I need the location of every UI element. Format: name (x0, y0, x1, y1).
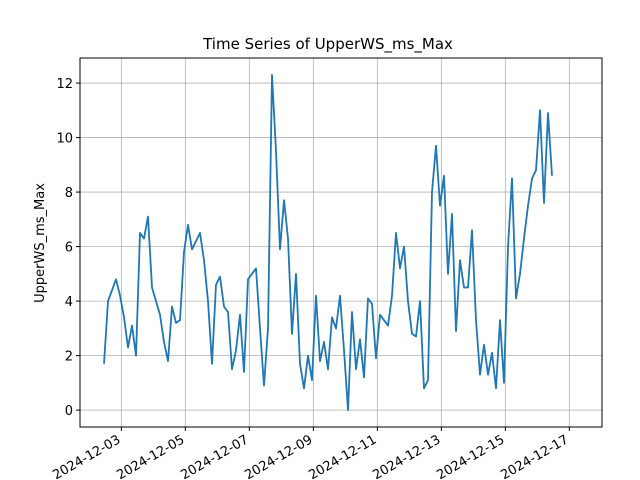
x-tick-label: 2024-12-05 (114, 432, 187, 480)
x-tick-label: 2024-12-03 (50, 432, 123, 480)
x-tick-label: 2024-12-13 (370, 432, 443, 480)
x-tick-label: 2024-12-11 (306, 432, 379, 480)
y-tick-label: 10 (56, 132, 73, 147)
x-tick-label: 2024-12-17 (498, 432, 571, 480)
x-tick-label: 2024-12-09 (242, 432, 315, 480)
x-tick-label: 2024-12-15 (434, 432, 507, 480)
y-tick-label: 2 (65, 350, 73, 365)
x-tick-label: 2024-12-07 (178, 432, 251, 480)
y-tick-label: 12 (56, 77, 73, 92)
plot-frame (79, 57, 603, 428)
y-tick-label: 4 (65, 295, 73, 310)
y-axis-label: UpperWS_ms_Max (33, 183, 48, 303)
y-tick-label: 8 (65, 186, 73, 201)
chart-title: Time Series of UpperWS_ms_Max (202, 35, 453, 54)
y-tick-label: 0 (65, 404, 73, 419)
data-line (103, 74, 553, 411)
y-tick-label: 6 (65, 241, 73, 256)
